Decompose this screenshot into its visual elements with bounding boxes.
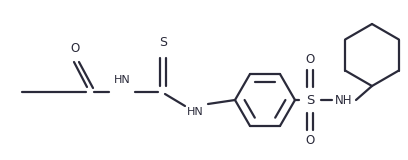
Text: HN: HN — [186, 107, 203, 117]
Text: O: O — [70, 41, 80, 55]
Text: O: O — [305, 52, 315, 65]
Text: O: O — [305, 135, 315, 148]
Text: NH: NH — [335, 93, 353, 107]
Text: HN: HN — [113, 75, 131, 85]
Text: S: S — [159, 36, 167, 49]
Text: S: S — [306, 93, 314, 107]
